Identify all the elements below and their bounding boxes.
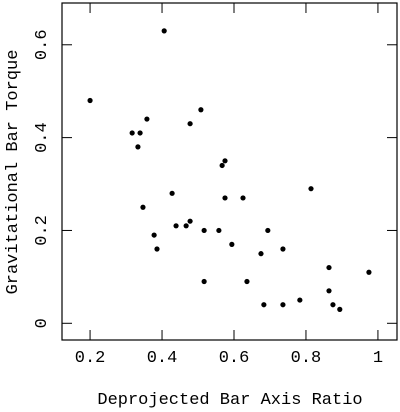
- y-tick-label: 0.6: [33, 29, 52, 60]
- point: [151, 232, 157, 238]
- point: [244, 278, 250, 285]
- point: [173, 223, 179, 229]
- point: [219, 162, 225, 169]
- point: [265, 227, 271, 234]
- point: [216, 227, 222, 234]
- point: [222, 158, 228, 164]
- x-tick-label: 0.6: [219, 349, 250, 368]
- point: [258, 251, 264, 257]
- y-tick-label: 0: [33, 318, 52, 328]
- y-tick-label: 0.2: [33, 215, 52, 246]
- point: [87, 97, 93, 104]
- point: [187, 121, 193, 127]
- point: [183, 223, 189, 229]
- x-tick-label: 0.4: [147, 349, 178, 368]
- point: [129, 130, 135, 136]
- point: [261, 302, 267, 308]
- point: [280, 302, 286, 308]
- point: [366, 269, 372, 275]
- point: [297, 297, 303, 303]
- x-axis-label: Deprojected Bar Axis Ratio: [97, 391, 362, 410]
- point: [326, 264, 332, 271]
- x-tick-label: 0.2: [75, 349, 106, 368]
- point: [137, 130, 143, 136]
- point: [337, 306, 343, 312]
- point: [187, 218, 193, 224]
- point: [161, 28, 167, 34]
- point: [198, 107, 204, 113]
- y-axis-label: Gravitational Bar Torque: [4, 50, 23, 295]
- point: [135, 144, 141, 150]
- point: [222, 195, 228, 201]
- point: [154, 246, 160, 252]
- point: [169, 190, 175, 196]
- point: [240, 195, 246, 201]
- point: [326, 288, 332, 294]
- y-tick-label: 0.4: [33, 122, 52, 153]
- plot-frame: [61, 2, 398, 341]
- point: [330, 302, 336, 308]
- x-tick-label: 1: [373, 349, 383, 368]
- point: [201, 278, 207, 285]
- point: [144, 116, 150, 122]
- point: [201, 227, 207, 234]
- point: [308, 186, 314, 192]
- point: [140, 204, 146, 210]
- x-tick-label: 0.8: [291, 349, 322, 368]
- point: [280, 246, 286, 252]
- point: [229, 241, 235, 247]
